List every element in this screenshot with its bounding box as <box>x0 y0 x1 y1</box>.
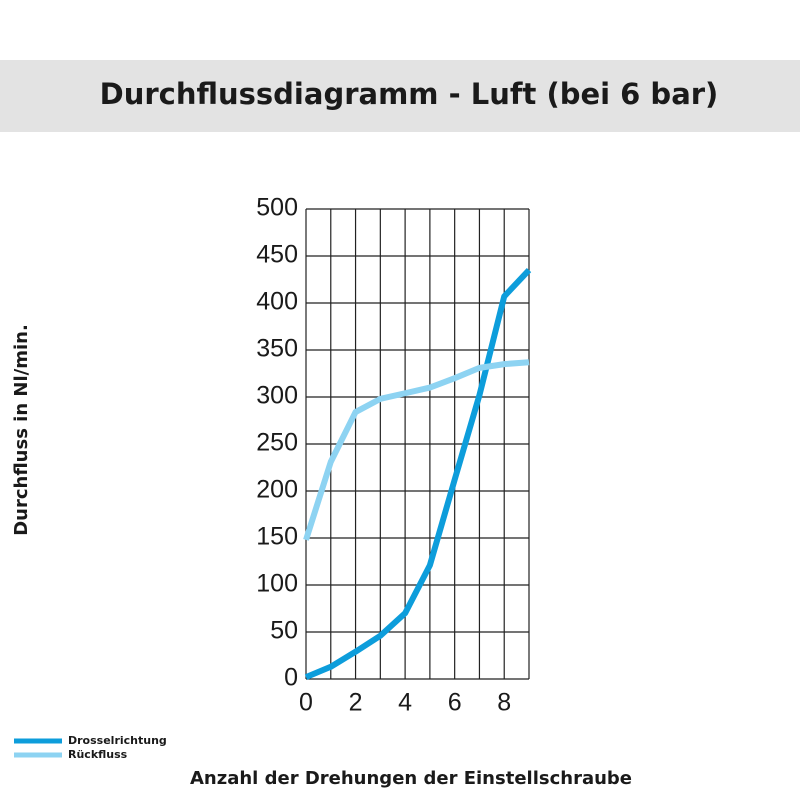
series-line <box>304 268 532 680</box>
y-tick-label: 400 <box>256 288 298 316</box>
y-tick-label: 250 <box>256 429 298 457</box>
x-tick-label: 0 <box>299 689 313 717</box>
y-tick-label: 150 <box>256 523 298 551</box>
x-tick-label: 8 <box>497 689 511 717</box>
chart-title: Durchflussdiagramm - Luft (bei 6 bar) <box>100 77 719 111</box>
legend-label: Drosselrichtung <box>68 734 167 747</box>
x-tick-label: 6 <box>448 689 462 717</box>
y-tick-label: 0 <box>284 664 298 692</box>
y-tick-label: 50 <box>270 617 298 645</box>
y-tick-label: 350 <box>256 335 298 363</box>
x-tick-label: 2 <box>349 689 363 717</box>
y-tick-label: 450 <box>256 241 298 269</box>
y-tick-label: 200 <box>256 476 298 504</box>
series-line <box>303 359 530 541</box>
y-tick-label: 100 <box>256 570 298 598</box>
title-banner <box>0 60 800 132</box>
legend-label: Rückfluss <box>68 748 128 761</box>
y-axis-label: Durchfluss in Nl/min. <box>11 324 32 536</box>
x-tick-label: 4 <box>398 689 412 717</box>
y-tick-label: 300 <box>256 382 298 410</box>
x-axis-label: Anzahl der Drehungen der Einstellschraub… <box>190 768 632 789</box>
y-tick-label: 500 <box>256 194 298 222</box>
